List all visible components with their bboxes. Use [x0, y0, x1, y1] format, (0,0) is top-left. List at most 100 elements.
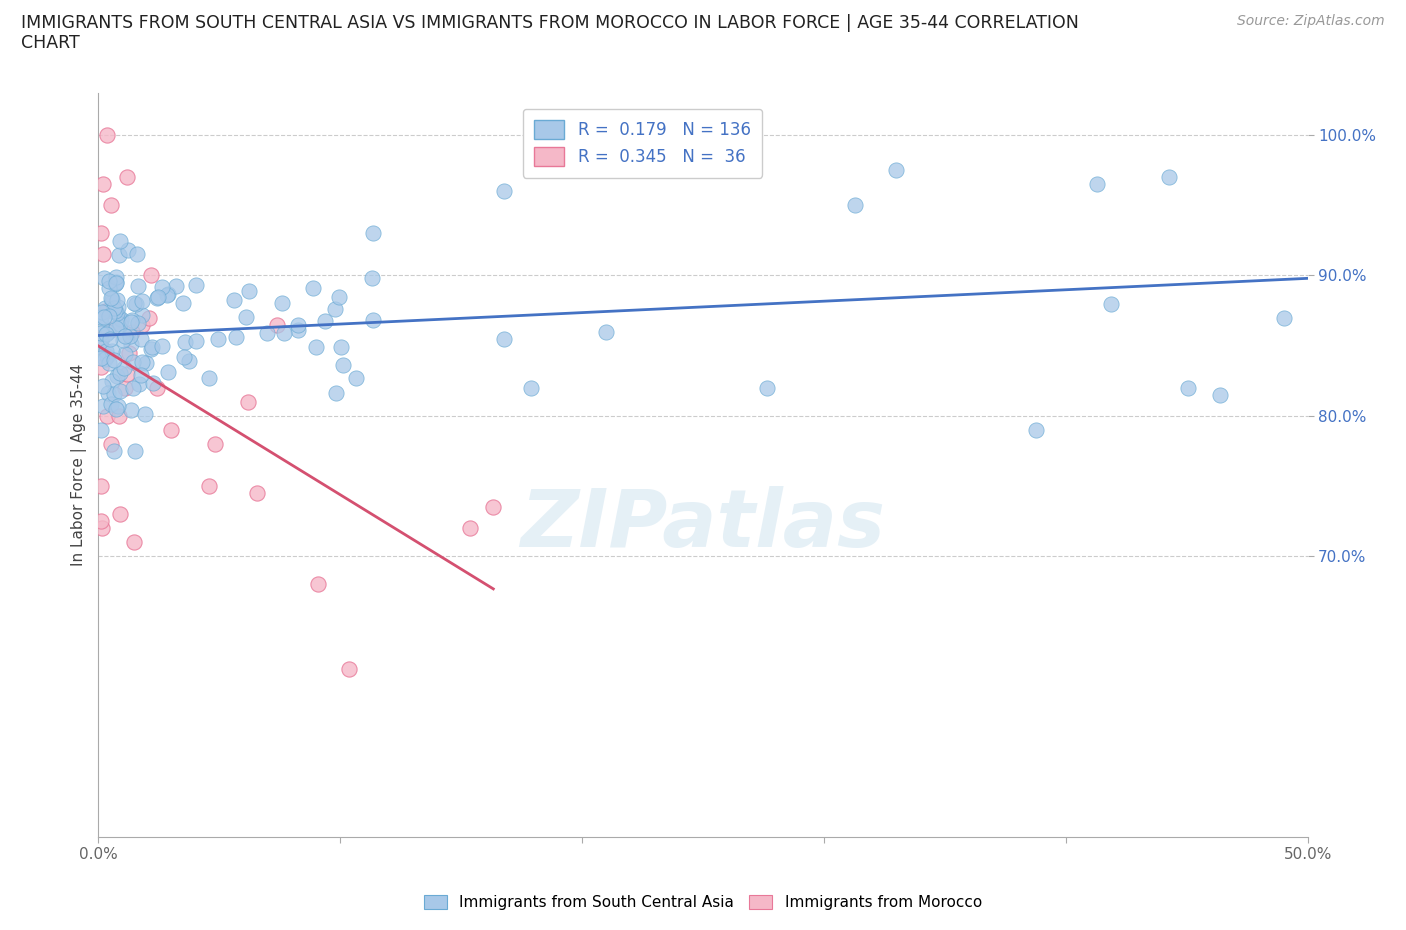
Point — [118, 328, 141, 343]
Point — [1099, 296, 1122, 311]
Point — [105, 270, 128, 285]
Point — [236, 394, 259, 409]
Point — [184, 278, 207, 293]
Point — [112, 333, 135, 348]
Point — [90, 326, 112, 340]
Point — [302, 281, 325, 296]
Point — [1272, 311, 1295, 325]
Point — [108, 507, 131, 522]
Point — [266, 317, 288, 332]
Point — [492, 331, 515, 346]
Point — [198, 479, 221, 494]
Point — [207, 331, 229, 346]
Point — [121, 325, 143, 339]
Point — [595, 325, 617, 339]
Point — [246, 485, 269, 500]
Point — [108, 384, 131, 399]
Point — [131, 317, 153, 332]
Point — [91, 398, 114, 413]
Point — [117, 366, 139, 381]
Point — [361, 226, 384, 241]
Point — [120, 337, 142, 352]
Point — [114, 329, 136, 344]
Point — [103, 301, 125, 316]
Point — [186, 334, 208, 349]
Point — [129, 332, 152, 347]
Point — [157, 286, 180, 301]
Point — [325, 385, 347, 400]
Point — [107, 247, 129, 262]
Point — [150, 280, 173, 295]
Point — [159, 422, 181, 437]
Point — [150, 339, 173, 353]
Point — [129, 368, 152, 383]
Point — [165, 278, 187, 293]
Point — [173, 350, 195, 365]
Point — [97, 386, 120, 401]
Point — [90, 226, 112, 241]
Point — [198, 370, 221, 385]
Point — [546, 127, 568, 142]
Point — [114, 347, 136, 362]
Point — [91, 305, 114, 320]
Point — [101, 322, 124, 337]
Point — [94, 300, 117, 315]
Point — [330, 339, 353, 354]
Point — [131, 293, 153, 308]
Point — [118, 345, 141, 360]
Text: IMMIGRANTS FROM SOUTH CENTRAL ASIA VS IMMIGRANTS FROM MOROCCO IN LABOR FORCE | A: IMMIGRANTS FROM SOUTH CENTRAL ASIA VS IM… — [21, 14, 1078, 32]
Point — [100, 436, 122, 451]
Point — [90, 521, 112, 536]
Point — [90, 359, 112, 374]
Point — [101, 292, 124, 307]
Point — [156, 287, 179, 302]
Point — [314, 313, 336, 328]
Point — [134, 406, 156, 421]
Point — [98, 332, 121, 347]
Point — [844, 198, 866, 213]
Point — [98, 281, 121, 296]
Point — [131, 308, 153, 323]
Point — [114, 380, 136, 395]
Point — [94, 352, 117, 366]
Point — [96, 326, 118, 341]
Point — [93, 310, 115, 325]
Point — [328, 289, 350, 304]
Point — [458, 521, 481, 536]
Point — [90, 513, 112, 528]
Point — [145, 291, 167, 306]
Point — [127, 247, 149, 262]
Point — [256, 326, 278, 340]
Point — [138, 311, 160, 325]
Point — [520, 380, 543, 395]
Point — [135, 355, 157, 370]
Point — [157, 365, 180, 379]
Point — [127, 315, 149, 330]
Point — [1177, 380, 1199, 395]
Point — [100, 373, 122, 388]
Point — [120, 314, 142, 329]
Point — [114, 360, 136, 375]
Point — [107, 320, 129, 335]
Point — [97, 325, 120, 339]
Point — [108, 408, 131, 423]
Point — [124, 296, 146, 311]
Point — [96, 349, 118, 364]
Point — [103, 387, 125, 402]
Point — [127, 279, 149, 294]
Point — [110, 313, 132, 328]
Point — [90, 316, 112, 331]
Point — [103, 352, 125, 367]
Point — [101, 343, 124, 358]
Point — [128, 377, 150, 392]
Point — [121, 312, 143, 327]
Point — [105, 368, 128, 383]
Point — [235, 310, 257, 325]
Point — [90, 310, 112, 325]
Point — [494, 184, 516, 199]
Point — [125, 297, 148, 312]
Point — [287, 323, 309, 338]
Point — [224, 292, 246, 307]
Point — [124, 444, 146, 458]
Point — [332, 358, 354, 373]
